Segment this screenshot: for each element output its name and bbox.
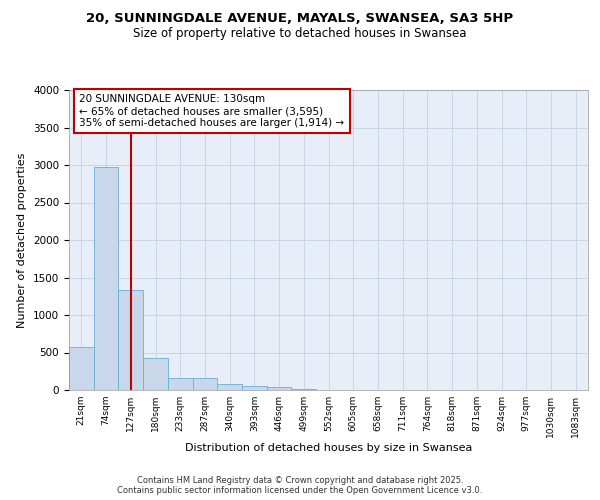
Bar <box>267 386 292 390</box>
Bar <box>69 346 94 390</box>
Bar <box>143 358 168 390</box>
Text: 20 SUNNINGDALE AVENUE: 130sqm
← 65% of detached houses are smaller (3,595)
35% o: 20 SUNNINGDALE AVENUE: 130sqm ← 65% of d… <box>79 94 344 128</box>
X-axis label: Distribution of detached houses by size in Swansea: Distribution of detached houses by size … <box>185 442 472 452</box>
Text: Contains HM Land Registry data © Crown copyright and database right 2025.
Contai: Contains HM Land Registry data © Crown c… <box>118 476 482 495</box>
Bar <box>242 386 267 390</box>
Bar <box>292 389 316 390</box>
Bar <box>168 378 193 390</box>
Text: 20, SUNNINGDALE AVENUE, MAYALS, SWANSEA, SA3 5HP: 20, SUNNINGDALE AVENUE, MAYALS, SWANSEA,… <box>86 12 514 26</box>
Bar <box>193 378 217 390</box>
Bar <box>94 166 118 390</box>
Y-axis label: Number of detached properties: Number of detached properties <box>17 152 28 328</box>
Bar <box>118 290 143 390</box>
Bar <box>217 384 242 390</box>
Text: Size of property relative to detached houses in Swansea: Size of property relative to detached ho… <box>133 28 467 40</box>
